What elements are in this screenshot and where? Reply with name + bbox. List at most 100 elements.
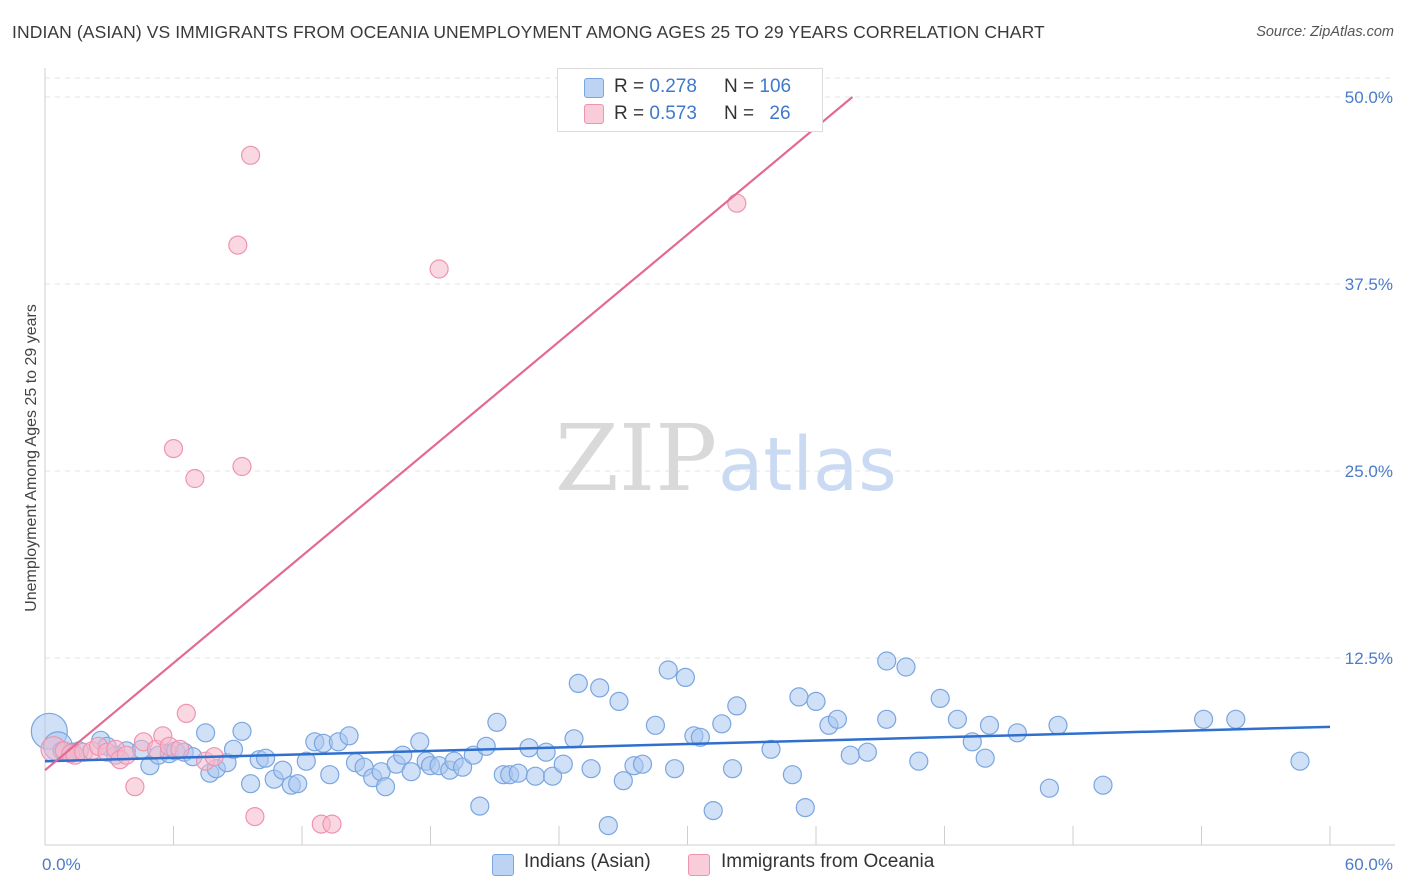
indians-asian-point [288,774,308,794]
indians-asian-point [273,760,293,780]
indians-asian-point [761,739,781,759]
y-tick-labels: 12.5% 25.0% 37.5% 50.0% [1345,88,1393,668]
indians-asian-point [256,748,276,768]
indians-asian-point [1226,709,1246,729]
indians-asian-point [581,759,601,779]
y-tick-label: 12.5% [1345,649,1393,668]
oceania-point [170,739,190,759]
indians-asian-point [553,754,573,774]
oceania-point [228,235,248,255]
r-label: R = [614,103,650,124]
indians-asian-point [1093,775,1113,795]
indians-asian-point [789,687,809,707]
indians-asian-point [320,765,340,785]
stats-legend: R = 0.278 N = 106 R = 0.573 N = 26 [557,68,823,132]
n-label: N = [724,103,760,124]
indians-asian-point [722,759,743,779]
series-oceania-points [40,145,747,834]
indians-asian-point [632,754,653,774]
source-credit: Source: ZipAtlas.com [1256,24,1394,40]
indians-asian-point [930,688,950,709]
indians-asian-point [1039,778,1060,798]
y-axis-label: Unemployment Among Ages 25 to 29 years [23,304,40,612]
oceania-point [163,439,184,459]
indians-asian-point [795,797,815,818]
n-value-2: 26 [769,103,791,124]
oceania-point [125,777,145,797]
indians-asian-point [196,723,216,743]
legend-row-2-n: N = 26 [724,103,791,125]
indians-asian-point [542,766,563,786]
oceania-point [429,259,449,279]
indians-asian-point [690,727,711,747]
indians-asian-point [877,651,897,671]
bottom-legend-label-1: Indians (Asian) [524,851,651,872]
bottom-legend-swatch-pink [688,854,710,876]
watermark-zip: ZIP [555,405,717,512]
indians-asian-point [947,709,968,729]
indians-asian-point [453,757,473,777]
indians-asian-point [806,691,826,712]
oceania-point [241,145,261,165]
x-tick-label-max: 60.0% [1345,855,1393,874]
indians-asian-point [1007,723,1027,743]
indians-asian-point [470,796,490,816]
indians-asian-point [393,745,413,765]
r-label: R = [614,76,650,97]
x-tick-labels: 0.0% 60.0% [42,855,1393,874]
indians-asian-point [1290,751,1310,771]
y-tick-label: 50.0% [1345,88,1393,107]
indians-asian-point [658,660,678,680]
oceania-point [232,456,252,477]
indians-asian-point [975,748,995,768]
y-tick-label: 25.0% [1345,462,1393,481]
indians-asian-point [827,709,848,729]
indians-asian-point [525,766,546,786]
y-tick-label: 37.5% [1345,275,1393,294]
indians-asian-point [645,715,666,735]
indians-asian-point [613,771,633,791]
oceania-point [245,806,265,827]
indians-asian-point [241,774,261,794]
indians-asian-point [375,777,396,797]
chart-title: INDIAN (ASIAN) VS IMMIGRANTS FROM OCEANI… [12,22,1045,42]
bottom-legend-label-2: Immigrants from Oceania [721,851,935,872]
oceania-point [116,745,137,765]
legend-row-1-n: N = 106 [724,76,791,98]
x-tick-label-min: 0.0% [42,855,81,874]
indians-asian-point [664,759,685,779]
indians-asian-point [536,742,556,762]
indians-asian-point [568,673,588,694]
indians-asian-point [712,714,732,734]
n-value-1: 106 [759,76,792,97]
bottom-legend-swatch-blue [492,854,514,876]
r-value-1: 0.278 [649,76,697,97]
r-value-2: 0.573 [649,103,697,124]
indians-asian-point [598,815,618,836]
indians-asian-point [703,800,723,821]
indians-asian-point [840,745,860,765]
indians-asian-point [410,732,430,752]
trend-line-oceania [44,96,854,772]
indians-asian-point [609,691,629,712]
indians-asian-point [1193,709,1214,729]
oceania-point [322,814,342,834]
trend-lines [44,96,1331,772]
n-label: N = [724,76,760,97]
watermark: ZIP atlas [555,405,897,512]
indians-asian-point [296,751,316,771]
legend-swatch-blue [584,78,604,98]
indians-asian-point [857,742,878,762]
indians-asian-point [564,729,584,749]
indians-asian-point [476,736,496,756]
trend-line-indians-asian [44,725,1331,763]
indians-asian-point [1048,715,1068,735]
indians-asian-point [487,712,507,732]
gridlines [45,77,1395,659]
indians-asian-point [508,763,528,783]
oceania-point [727,193,747,213]
indians-asian-point [727,696,747,716]
indians-asian-point [401,762,421,782]
indians-asian-point [590,678,610,698]
